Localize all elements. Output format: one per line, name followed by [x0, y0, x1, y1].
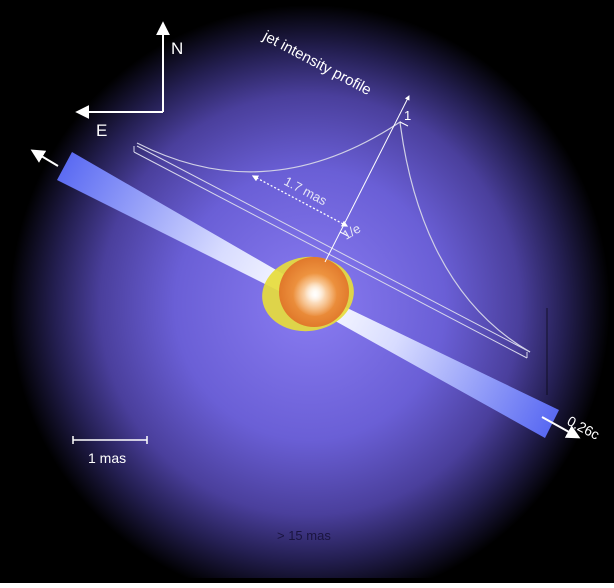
- east-label: E: [96, 121, 107, 140]
- profile-frame-line-bottom: [133, 151, 528, 359]
- north-label: N: [171, 39, 183, 58]
- scale-bar: 1 mas: [72, 436, 148, 466]
- peak-tick: [399, 121, 409, 127]
- compass: N E: [75, 21, 183, 140]
- core-hotspot: [293, 272, 337, 316]
- half-tick: [339, 231, 349, 237]
- width-arrow: [251, 175, 349, 227]
- profile-frame: [133, 145, 531, 359]
- peak-label: 1: [404, 108, 411, 123]
- profile-axis-arrow: [324, 95, 410, 263]
- envelope-size-label: > 15 mas: [277, 528, 331, 543]
- jet-direction-arrow-southwest: [541, 416, 581, 439]
- intensity-profile-curve: [136, 120, 531, 353]
- jet-cone-southwest: [303, 293, 559, 438]
- scale-bar-label: 1 mas: [88, 450, 126, 466]
- jet-direction-arrow-northeast: [30, 149, 59, 167]
- jet-cone-northeast: [57, 152, 316, 303]
- profile-frame-line-top: [136, 145, 531, 353]
